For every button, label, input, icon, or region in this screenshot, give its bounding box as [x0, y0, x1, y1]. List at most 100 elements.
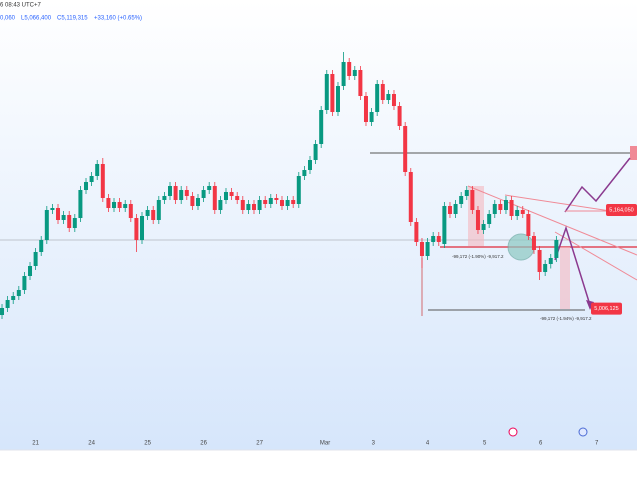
- candle-body: [403, 126, 408, 172]
- candle-body: [128, 204, 133, 218]
- candle-body: [386, 94, 391, 100]
- candle-body: [173, 186, 178, 200]
- candle-body: [324, 74, 329, 110]
- candle-body: [397, 106, 402, 126]
- event-icon: [578, 427, 588, 437]
- candle-body: [419, 242, 424, 256]
- candle-body: [335, 86, 340, 112]
- candle-body: [380, 84, 385, 100]
- candle-body: [268, 198, 273, 204]
- price-label-box: [606, 203, 637, 216]
- x-tick-label: 3: [372, 441, 376, 447]
- candle-body: [257, 200, 262, 210]
- candle-body: [207, 186, 212, 190]
- candle-body: [341, 62, 346, 86]
- candle-body: [279, 200, 284, 206]
- candle-body: [285, 200, 290, 206]
- candle-body: [5, 300, 10, 308]
- candle-body: [302, 170, 307, 176]
- candle-body: [0, 308, 5, 315]
- candle-body: [56, 208, 61, 220]
- x-tick-label: 5: [483, 441, 487, 447]
- candle-body: [537, 250, 542, 272]
- range-box: [560, 247, 570, 309]
- candle-body: [84, 182, 89, 190]
- candle-body: [190, 196, 195, 206]
- candle-body: [89, 176, 94, 182]
- candle-body: [464, 190, 469, 196]
- candle-body: [235, 196, 240, 200]
- candle-body: [156, 200, 161, 220]
- level-tag: [630, 146, 637, 160]
- candle-body: [39, 240, 44, 252]
- candle-body: [251, 204, 256, 210]
- candle-body: [453, 204, 458, 214]
- candle-body: [481, 224, 486, 230]
- candle-body: [554, 240, 559, 258]
- candle-body: [78, 190, 83, 218]
- candle-body: [28, 266, 33, 276]
- candle-body: [408, 172, 413, 222]
- candle-body: [459, 196, 464, 204]
- candle-body: [61, 215, 66, 220]
- candle-body: [274, 198, 279, 200]
- price-label: 5,006,125: [594, 306, 618, 312]
- candle-body: [117, 202, 122, 208]
- candle-body: [487, 214, 492, 224]
- highlight-circle: [507, 233, 535, 261]
- candle-body: [296, 176, 301, 204]
- x-tick-label: 25: [144, 441, 151, 447]
- candle-body: [106, 198, 111, 208]
- candle-body: [33, 252, 38, 266]
- candle-body: [526, 214, 531, 236]
- x-tick-label: 7: [595, 441, 599, 447]
- candle-body: [72, 218, 77, 228]
- projection-arrow: [564, 157, 631, 213]
- candle-body: [498, 204, 503, 210]
- candle-body: [95, 164, 100, 176]
- header-change: +33,160 (+0.65%): [94, 16, 142, 22]
- candle-body: [470, 190, 475, 210]
- candle-body: [134, 218, 139, 240]
- candle-body: [431, 236, 436, 242]
- candle-body: [442, 206, 447, 244]
- candle-body: [240, 200, 245, 210]
- candle-body: [319, 110, 324, 144]
- arrow-head: [586, 300, 594, 310]
- candle-body: [168, 186, 173, 196]
- candle-body: [447, 206, 452, 214]
- header-low: L5,066,400: [21, 16, 52, 22]
- x-tick-label: 24: [88, 441, 95, 447]
- candle-body: [503, 200, 508, 210]
- candle-body: [330, 74, 335, 112]
- candle-body: [369, 112, 374, 122]
- candle-body: [352, 70, 357, 76]
- candle-body: [548, 258, 553, 264]
- candle-body: [291, 200, 296, 204]
- price-label-box: [591, 302, 622, 315]
- header-close: C5,119,315: [57, 16, 88, 22]
- x-tick-label: 6: [539, 441, 543, 447]
- candle-body: [151, 210, 156, 220]
- candle-body: [515, 210, 520, 216]
- candle-body: [112, 202, 117, 208]
- candle-body: [347, 62, 352, 76]
- measure-annotation: -99,172 (-1.90%) -9,917.2: [452, 254, 504, 259]
- candle-body: [16, 290, 21, 296]
- candle-body: [50, 208, 55, 210]
- candle-body: [44, 210, 49, 240]
- x-tick-label: 4: [426, 441, 430, 447]
- candle-body: [22, 276, 27, 290]
- candle-body: [363, 96, 368, 122]
- header-time: 6 08:43 UTC+7: [0, 3, 42, 9]
- candle-body: [414, 222, 419, 242]
- candle-body: [313, 144, 318, 160]
- x-tick-label: Mar: [320, 441, 330, 447]
- projection-arrow: [554, 225, 591, 306]
- candle-body: [531, 236, 536, 250]
- candle-body: [179, 190, 184, 200]
- x-tick-label: 21: [32, 441, 39, 447]
- candle-body: [246, 204, 251, 210]
